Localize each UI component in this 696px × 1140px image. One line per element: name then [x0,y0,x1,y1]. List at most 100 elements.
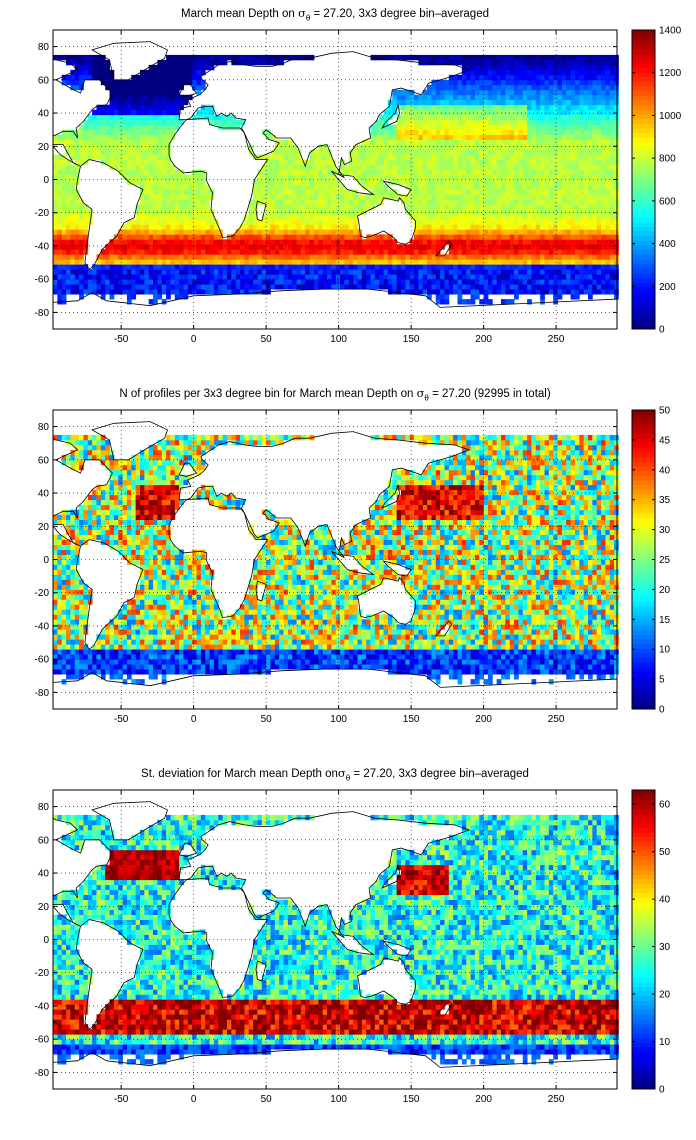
bin-cell [379,54,384,61]
bin-cell [453,139,458,146]
bin-cell [466,254,471,260]
bin-cell [135,144,141,150]
bin-cell [305,249,311,255]
bin-cell [148,149,154,155]
bin-cell [570,284,576,290]
bin-cell [122,109,128,116]
bin-cell [614,54,619,61]
bin-cell [470,174,476,180]
bin-cell [139,99,145,106]
bin-cell [153,229,158,235]
bin-cell [100,149,106,155]
bin-cell [588,229,593,235]
bin-cell [461,259,467,265]
bin-cell [266,134,271,141]
bin-cell [287,284,293,290]
bin-cell [592,184,598,190]
bin-cell [501,84,506,91]
bin-cell [496,124,502,131]
bin-cell [139,119,145,126]
bin-cell [74,69,80,76]
bin-cell [444,239,450,245]
bin-cell [605,244,611,250]
bin-cell [496,119,502,126]
bin-cell [518,279,524,285]
bin-cell [222,274,228,280]
bin-cell [409,144,415,150]
bin-cell [535,119,541,126]
bin-cell [483,279,489,285]
bin-cell [540,219,545,225]
bin-cell [74,209,80,215]
bin-cell [535,204,541,210]
bin-cell [601,279,606,285]
bin-cell [240,259,245,265]
bin-cell [596,229,602,235]
bin-cell [209,104,215,111]
bin-cell [588,109,593,116]
bin-cell [322,244,328,250]
bin-cell [501,74,506,81]
bin-cell [448,284,454,290]
bin-cell [466,189,471,195]
bin-cell [448,109,454,116]
bin-cell [122,139,128,146]
bin-cell [153,224,158,230]
bin-cell [487,284,493,290]
bin-cell [105,154,110,160]
bin-cell [470,64,476,71]
bin-cell [518,114,524,121]
bin-cell [122,224,128,230]
bin-cell [87,209,93,215]
bin-cell [122,259,128,265]
bin-cell [70,59,76,66]
bin-cell [144,189,150,195]
bin-cell [574,224,580,230]
bin-cell [209,254,215,260]
bin-cell [527,259,532,265]
bin-cell [318,254,324,260]
bin-cell [148,129,154,136]
bin-cell [414,94,419,101]
bin-cell [244,59,250,66]
bin-cell [457,274,463,280]
bin-cell [161,189,167,195]
bin-cell [148,94,154,101]
bin-cell [105,109,110,116]
bin-cell [327,184,332,190]
bin-cell [579,89,585,96]
bin-cell [440,159,445,165]
bin-cell [322,174,328,180]
bin-cell [396,149,402,155]
bin-cell [383,174,389,180]
bin-cell [479,244,485,250]
bin-cell [109,134,115,141]
bin-cell [614,264,619,270]
bin-cell [579,284,585,290]
bin-cell [418,219,424,225]
bin-cell [187,94,193,101]
bin-cell [153,74,158,81]
bin-cell [535,194,541,200]
bin-cell [540,124,545,131]
bin-cell [157,199,163,205]
bin-cell [570,199,576,205]
bin-cell [148,159,154,165]
bin-cell [453,204,458,210]
bin-cell [527,99,532,106]
bin-cell [535,239,541,245]
bin-cell [474,189,480,195]
bin-cell [135,259,141,265]
bin-cell [557,279,563,285]
bin-cell [131,89,137,96]
bin-cell [466,279,471,285]
bin-cell [596,234,602,240]
bin-cell [170,189,176,195]
bin-cell [126,284,132,290]
bin-cell [518,84,524,91]
bin-cell [231,289,237,295]
bin-cell [509,84,515,91]
bin-cell [139,269,145,275]
bin-cell [561,99,567,106]
bin-cell [183,214,189,220]
